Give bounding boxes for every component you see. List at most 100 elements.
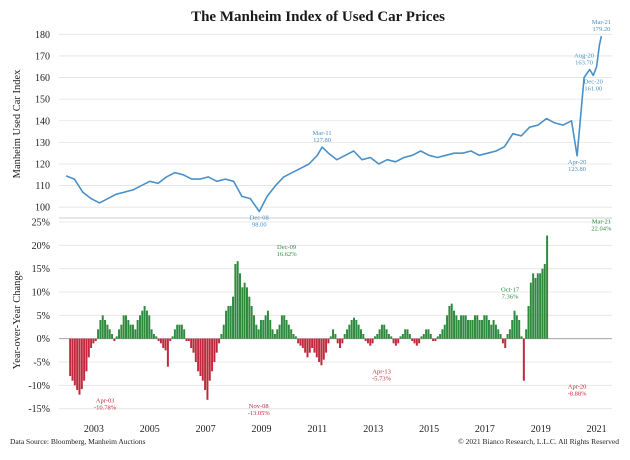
y-axis-label: Manheim Used Car Index: [12, 69, 23, 179]
yoy-bar: [269, 320, 272, 339]
yoy-bar: [327, 338, 330, 344]
yoy-bar: [511, 320, 514, 339]
annotation-value: 127.80: [313, 137, 331, 144]
yoy-bar: [422, 334, 425, 339]
y-tick-label: 5%: [37, 311, 50, 322]
x-tick-label: 2021: [587, 424, 607, 435]
yoy-bar: [113, 338, 116, 341]
yoy-bar: [152, 334, 155, 339]
yoy-bar: [464, 315, 467, 339]
y-tick-label: 170: [35, 51, 50, 62]
yoy-bar: [192, 338, 195, 353]
yoy-bar: [490, 324, 493, 339]
y-tick-label: 130: [35, 138, 50, 149]
y-tick-label: 100: [35, 203, 50, 214]
y-tick-label: -5%: [33, 358, 50, 369]
yoy-bar: [513, 310, 516, 339]
yoy-bar: [83, 338, 86, 381]
annotation-date: Dec-09: [277, 244, 296, 251]
yoy-bar: [199, 338, 202, 376]
yoy-bar: [301, 338, 304, 348]
yoy-bar: [385, 329, 388, 339]
x-tick-label: 2013: [363, 424, 383, 435]
yoy-bar: [257, 329, 260, 339]
yoy-bar: [392, 338, 395, 344]
yoy-bar: [243, 282, 246, 339]
yoy-bar: [353, 317, 355, 339]
yoy-bar: [411, 338, 414, 341]
y-tick-label: 150: [35, 95, 50, 106]
yoy-bar: [229, 306, 232, 339]
yoy-bar: [250, 306, 253, 339]
yoy-bar: [120, 324, 123, 339]
yoy-bar: [171, 336, 174, 339]
annotation-value: -8.88%: [568, 391, 588, 398]
annotation-value: -10.78%: [94, 405, 117, 412]
yoy-bar: [255, 324, 258, 339]
x-tick-label: 2011: [308, 424, 328, 435]
yoy-bar: [225, 310, 228, 339]
yoy-bar: [462, 315, 465, 339]
yoy-bar: [218, 338, 221, 344]
yoy-bar: [157, 338, 160, 341]
yoy-bar: [350, 320, 353, 339]
yoy-bar: [515, 315, 518, 339]
annotation-date: Nov-08: [249, 403, 269, 410]
yoy-bar: [204, 338, 207, 390]
x-tick-label: 2005: [140, 424, 160, 435]
yoy-bar: [99, 320, 102, 339]
yoy-bar: [111, 334, 114, 339]
yoy-bar: [492, 320, 495, 339]
index-line-panel: 100 110 120 130 140 150 160 170 180 Manheim Used …: [12, 19, 612, 229]
yoy-bar: [208, 338, 211, 381]
yoy-bar: [306, 338, 309, 358]
annotation-value: 123.80: [568, 166, 586, 173]
yoy-bar: [539, 273, 542, 339]
yoy-bar: [332, 329, 335, 339]
yoy-bar: [71, 338, 74, 381]
yoy-bar: [543, 264, 546, 339]
y-axis-label: Year-over-Year Change: [12, 270, 23, 369]
yoy-bar: [329, 336, 332, 339]
yoy-bar: [478, 320, 481, 339]
yoy-bar: [474, 315, 476, 339]
yoy-bar: [264, 315, 267, 339]
yoy-bar: [397, 338, 400, 344]
yoy-bar: [339, 338, 342, 348]
yoy-bar: [406, 329, 409, 339]
yoy-bar: [399, 336, 402, 339]
yoy-bar: [108, 329, 111, 339]
yoy-bar: [357, 324, 360, 339]
yoy-bar: [241, 287, 244, 339]
yoy-bar: [446, 315, 449, 339]
yoy-bar: [336, 338, 339, 344]
yoy-bar: [341, 338, 344, 344]
yoy-bar: [390, 336, 393, 339]
yoy-bar: [401, 334, 404, 339]
yoy-bar: [115, 336, 118, 339]
yoy-bar: [480, 320, 483, 339]
yoy-bar: [176, 324, 179, 339]
yoy-bar: [252, 315, 255, 339]
x-tick-label: 2019: [531, 424, 551, 435]
yoy-bar: [448, 306, 451, 339]
x-tick-label: 2017: [475, 424, 495, 435]
annotation-date: Apr-20: [568, 384, 587, 391]
annotation-date: Mar-11: [313, 130, 332, 137]
yoy-bar: [290, 329, 293, 339]
yoy-bar: [276, 329, 279, 339]
yoy-bar: [136, 320, 139, 339]
yoy-bar: [460, 315, 463, 339]
yoy-bar: [236, 261, 239, 339]
yoy-bar: [297, 338, 300, 344]
yoy-bar: [92, 338, 95, 344]
yoy-bar: [292, 334, 295, 339]
yoy-bar: [506, 334, 509, 339]
yoy-bar: [497, 329, 500, 339]
yoy-bar: [418, 338, 421, 344]
yoy-bar: [187, 338, 190, 341]
annotation-date: Mar-21: [592, 19, 611, 26]
yoy-bar: [366, 338, 369, 344]
annotation-date: Dec-08: [250, 215, 269, 222]
annotation-date: Apr-20: [568, 159, 587, 166]
